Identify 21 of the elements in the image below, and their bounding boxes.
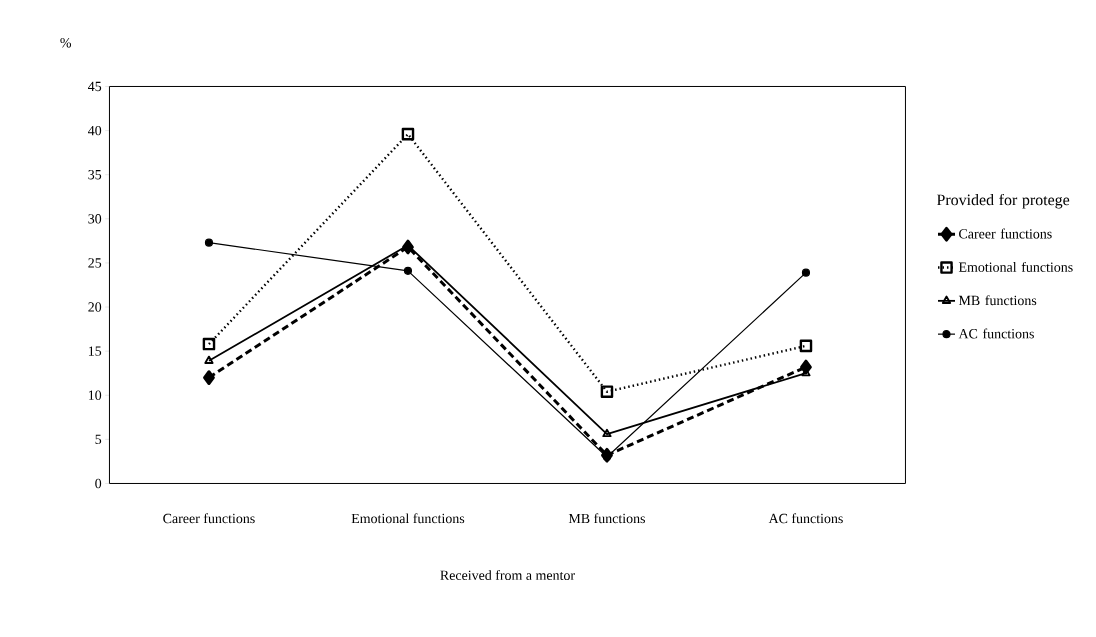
x-tick-label: AC functions xyxy=(768,513,843,524)
y-axis-title: % xyxy=(60,38,72,48)
x-axis-title: Received from a mentor xyxy=(440,570,575,581)
legend-label: AC functions xyxy=(958,328,1034,339)
legend-label: MB functions xyxy=(958,295,1037,306)
y-tick-label: 25 xyxy=(88,258,102,268)
y-tick-label: 45 xyxy=(88,81,102,92)
legend-label: Career functions xyxy=(959,228,1052,239)
legend-title: Provided for protege xyxy=(936,193,1070,209)
x-tick-label: Career functions xyxy=(163,513,255,524)
y-tick-label: 30 xyxy=(88,214,102,224)
y-tick-label: 0 xyxy=(95,478,102,489)
y-tick-label: 5 xyxy=(95,434,102,445)
y-tick-label: 10 xyxy=(88,390,102,400)
legend-label: Emotional functions xyxy=(958,261,1073,272)
y-tick-label: 15 xyxy=(88,346,102,356)
x-tick-label: MB functions xyxy=(568,513,645,524)
y-tick-label: 40 xyxy=(88,125,102,136)
y-tick-label: 20 xyxy=(88,302,102,312)
y-tick-label: 35 xyxy=(88,170,102,180)
x-tick-label: Emotional functions xyxy=(351,513,465,524)
